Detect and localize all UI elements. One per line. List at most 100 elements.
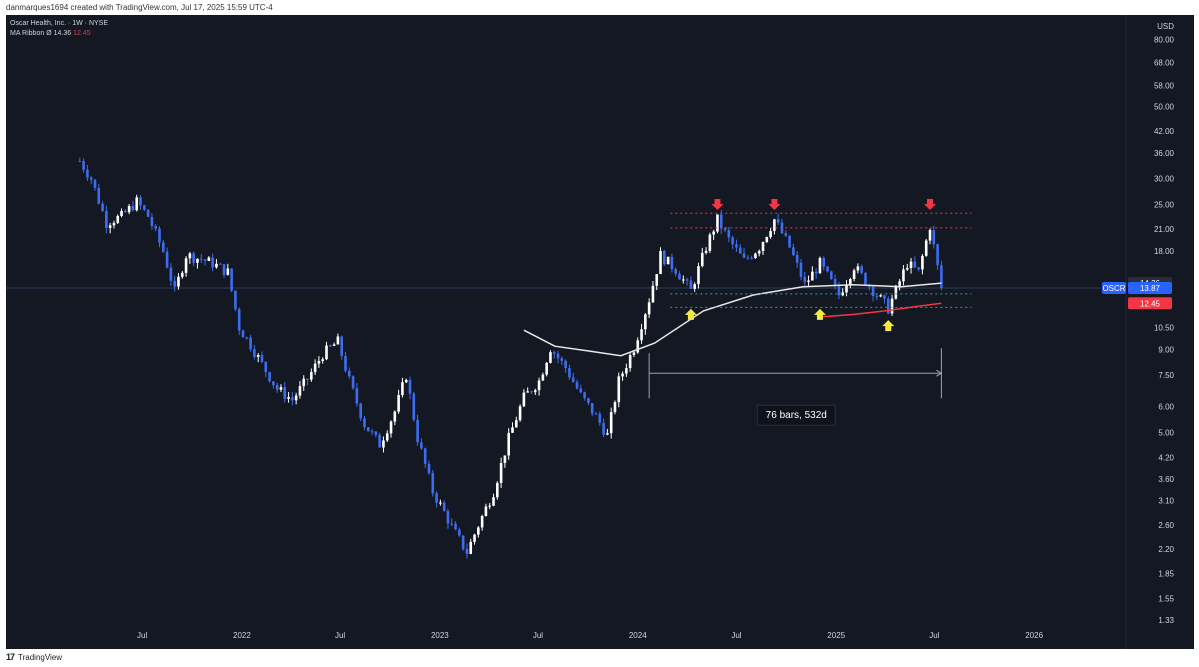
candle-body [833, 278, 837, 285]
candle-body [222, 264, 226, 275]
ma-long-line [819, 302, 942, 318]
resistance-arrow-icon [924, 198, 937, 210]
candle-body [693, 284, 696, 289]
candle-body [700, 252, 704, 267]
candle-body [446, 510, 450, 524]
candle-body [849, 278, 852, 285]
candle-body [465, 548, 469, 554]
candle-body [199, 258, 203, 260]
candle-body [458, 529, 461, 536]
candle-body [105, 210, 108, 228]
candle-body [287, 397, 290, 399]
candle-body [587, 398, 590, 404]
candle-body [439, 502, 442, 504]
candle-body [708, 234, 712, 251]
ma-long-badge: 12.45 [1140, 299, 1161, 308]
chart-caption: danmarques1694 created with TradingView.… [6, 3, 273, 12]
candle-body [514, 420, 518, 428]
y-tick-label: 3.60 [1158, 475, 1174, 484]
y-tick-label: 50.00 [1154, 102, 1175, 111]
candle-body [177, 276, 180, 287]
candle-body [640, 329, 643, 341]
candle-body [552, 352, 556, 354]
candle-body [511, 427, 514, 433]
candle-body [598, 413, 602, 423]
candle-body [932, 230, 936, 245]
candle-body [757, 250, 761, 254]
candle-body [651, 285, 655, 303]
candle-body [325, 345, 328, 360]
chart-panel[interactable]: 80.00 68.00 58.00 50.00 42.00 36.00 30.00 25.00… [6, 15, 1194, 649]
candle-body [97, 187, 101, 204]
y-tick-label: 30.00 [1154, 175, 1175, 184]
candle-body [594, 413, 598, 415]
candle-body [253, 349, 256, 357]
tradingview-footer: 17 TradingView [6, 652, 62, 662]
candle-body [917, 267, 920, 270]
candle-body [306, 378, 309, 380]
candle-body [583, 392, 586, 399]
candle-body [579, 388, 583, 393]
candle-body [454, 523, 457, 530]
candle-body [613, 402, 617, 413]
candle-body [697, 266, 700, 285]
ma-short-line [523, 282, 942, 357]
candle-body [416, 419, 419, 443]
candle-body [822, 258, 826, 267]
candle-body [575, 382, 579, 389]
candle-body [427, 463, 431, 474]
candle-body [196, 258, 199, 263]
candle-body [139, 197, 142, 206]
candle-body [921, 255, 924, 270]
candle-body [169, 267, 173, 281]
candle-body [609, 412, 613, 434]
candle-body [279, 387, 283, 390]
candle-body [461, 535, 465, 549]
candle-body [366, 427, 370, 432]
ma-long-badge-bg [1128, 297, 1172, 310]
candle-body [905, 268, 909, 270]
candle-body [606, 433, 609, 435]
candle-body [727, 230, 731, 238]
x-tick-label: Jul [731, 631, 741, 640]
chart-legend: Oscar Health, Inc. · 1W · NYSE MA Ribbon… [10, 19, 108, 39]
y-tick-label: 6.00 [1158, 403, 1174, 412]
candle-body [310, 372, 313, 380]
candle-body [135, 197, 139, 211]
candle-body [397, 395, 400, 412]
candle-body [340, 336, 343, 356]
symbol-badge: OSCR [1102, 284, 1125, 293]
ma-short-value: 14.36 [53, 30, 72, 37]
candle-body [742, 253, 746, 258]
candle-body [898, 281, 901, 286]
candle-body [317, 360, 321, 364]
candle-body [480, 515, 484, 528]
candle-body [731, 237, 734, 245]
candle-body [393, 411, 397, 422]
candle-body [738, 247, 742, 254]
candle-body [628, 354, 632, 369]
candle-body [302, 378, 306, 387]
candle-body [401, 382, 404, 396]
candle-body [518, 406, 522, 421]
candle-body [799, 262, 803, 277]
candle-body [321, 359, 325, 361]
candle-body [143, 205, 146, 210]
symbol-title: Oscar Health, Inc. · 1W · NYSE [10, 20, 109, 27]
candle-body [526, 391, 529, 393]
candle-body [93, 179, 97, 188]
candle-body [856, 266, 860, 271]
price-chart[interactable]: 80.00 68.00 58.00 50.00 42.00 36.00 30.00 25.00… [6, 15, 1194, 649]
candle-body [298, 386, 302, 396]
candle-body [469, 541, 473, 554]
candle-body [192, 253, 195, 263]
candle-body [674, 269, 678, 274]
candle-body [636, 340, 640, 353]
y-tick-label: 36.00 [1154, 149, 1175, 158]
candle-body [807, 280, 810, 282]
candle-body [507, 432, 511, 456]
x-tick-label: 2024 [629, 631, 647, 640]
candle-body [188, 253, 192, 259]
candle-body [617, 376, 621, 403]
ma-ribbon-legend[interactable]: MA Ribbon Ø 14.36 12.45 [10, 29, 108, 39]
